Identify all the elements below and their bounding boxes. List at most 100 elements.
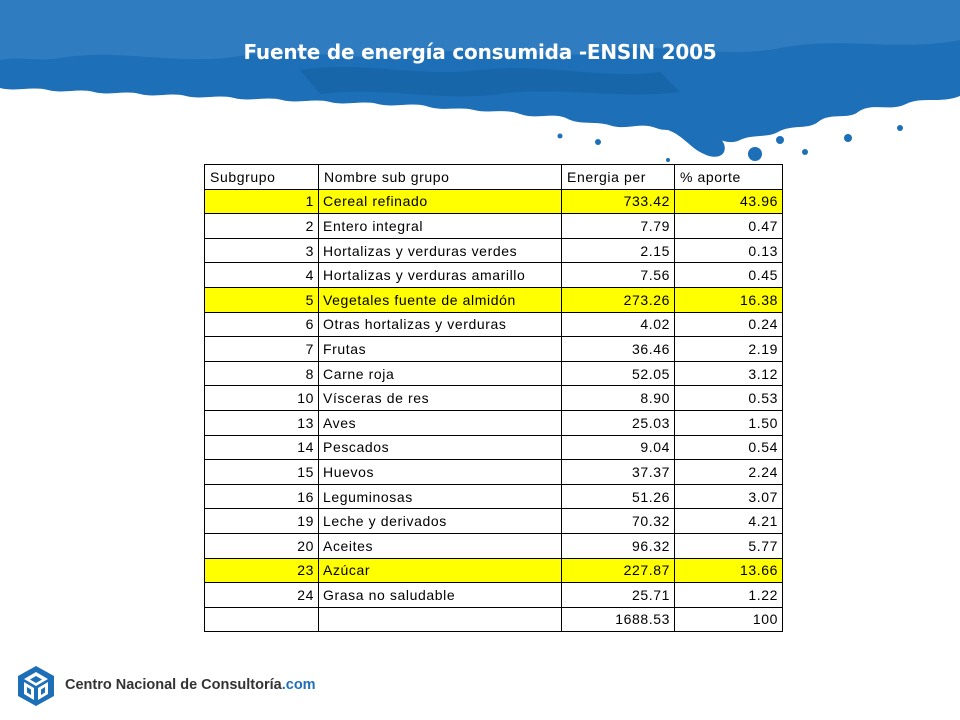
cell-aporte: 3.12 — [674, 360, 783, 387]
cell-aporte: 0.13 — [674, 237, 783, 264]
cell-energia: 36.46 — [561, 336, 675, 362]
cell-energia: 733.42 — [561, 188, 675, 215]
company-name: Centro Nacional de Consultoría — [65, 677, 282, 693]
cell-nombre: Otras hortalizas y verduras — [318, 311, 562, 338]
cell-energia: 9.04 — [561, 434, 675, 461]
cell-nombre: Hortalizas y verduras amarillo — [318, 262, 562, 288]
cell-aporte: 0.47 — [674, 213, 783, 239]
header-subgrupo: Subgrupo — [204, 164, 319, 190]
cell-nombre: Frutas — [318, 336, 562, 362]
table-row: 15 Huevos 37.37 2.24 — [204, 459, 783, 485]
cell-nombre: Leche y derivados — [318, 508, 562, 534]
cell-nombre: Pescados — [318, 434, 562, 461]
cell-subgrupo: 3 — [204, 237, 319, 264]
table-row: 3 Hortalizas y verduras verdes 2.15 0.13 — [204, 237, 783, 264]
cell-aporte: 13.66 — [674, 557, 783, 584]
cell-aporte: 16.38 — [674, 286, 783, 313]
cell-nombre: Aceites — [318, 532, 562, 559]
cell-energia: 25.03 — [561, 409, 675, 436]
cell-energia: 1688.53 — [561, 606, 675, 633]
cell-aporte: 4.21 — [674, 508, 783, 534]
cell-aporte: 2.24 — [674, 459, 783, 485]
cell-energia: 51.26 — [561, 483, 675, 510]
table-row: 7 Frutas 36.46 2.19 — [204, 336, 783, 362]
cell-aporte: 2.19 — [674, 336, 783, 362]
cell-aporte: 1.50 — [674, 409, 783, 436]
cnc-cube-logo-icon — [18, 666, 54, 706]
cell-subgrupo: 6 — [204, 311, 319, 338]
cell-nombre: Leguminosas — [318, 483, 562, 510]
cell-aporte: 100 — [674, 606, 783, 633]
cell-energia: 25.71 — [561, 582, 675, 608]
cell-subgrupo: 5 — [204, 286, 319, 313]
cell-aporte: 0.54 — [674, 434, 783, 461]
cell-aporte: 5.77 — [674, 532, 783, 559]
cell-energia: 4.02 — [561, 311, 675, 338]
table-row: 2 Entero integral 7.79 0.47 — [204, 213, 783, 239]
cell-subgrupo: 2 — [204, 213, 319, 239]
cell-nombre: Vísceras de res — [318, 385, 562, 411]
table-row: 13 Aves 25.03 1.50 — [204, 409, 783, 436]
energy-table: Subgrupo Nombre sub grupo Energia per % … — [204, 164, 783, 633]
table-row: 8 Carne roja 52.05 3.12 — [204, 360, 783, 387]
cell-aporte: 0.45 — [674, 262, 783, 288]
cell-subgrupo: 20 — [204, 532, 319, 559]
table-row: 16 Leguminosas 51.26 3.07 — [204, 483, 783, 510]
cell-subgrupo: 10 — [204, 385, 319, 411]
cell-subgrupo: 4 — [204, 262, 319, 288]
cell-subgrupo: 8 — [204, 360, 319, 387]
cell-energia: 2.15 — [561, 237, 675, 264]
cell-energia: 7.56 — [561, 262, 675, 288]
cell-nombre: Carne roja — [318, 360, 562, 387]
cell-aporte: 43.96 — [674, 188, 783, 215]
table-row: 24 Grasa no saludable 25.71 1.22 — [204, 582, 783, 608]
cell-aporte: 1.22 — [674, 582, 783, 608]
cell-subgrupo — [204, 606, 319, 633]
company-logo-text: Centro Nacional de Consultoría.com — [65, 677, 316, 693]
cell-energia: 37.37 — [561, 459, 675, 485]
cell-subgrupo: 23 — [204, 557, 319, 584]
table-row: 6 Otras hortalizas y verduras 4.02 0.24 — [204, 311, 783, 338]
cell-nombre: Aves — [318, 409, 562, 436]
cell-nombre: Hortalizas y verduras verdes — [318, 237, 562, 264]
cell-nombre: Cereal refinado — [318, 188, 562, 215]
cell-energia: 8.90 — [561, 385, 675, 411]
header-nombre-sub-grupo: Nombre sub grupo — [318, 164, 562, 190]
table-row: 23 Azúcar 227.87 13.66 — [204, 557, 783, 584]
cell-nombre: Entero integral — [318, 213, 562, 239]
cell-subgrupo: 15 — [204, 459, 319, 485]
cell-subgrupo: 1 — [204, 188, 319, 215]
cell-energia: 52.05 — [561, 360, 675, 387]
cell-energia: 273.26 — [561, 286, 675, 313]
cell-subgrupo: 16 — [204, 483, 319, 510]
cell-energia: 96.32 — [561, 532, 675, 559]
cell-subgrupo: 7 — [204, 336, 319, 362]
header-energia-per: Energia per — [561, 164, 675, 190]
table-row: 19 Leche y derivados 70.32 4.21 — [204, 508, 783, 534]
cell-subgrupo: 14 — [204, 434, 319, 461]
cell-nombre: Vegetales fuente de almidón — [318, 286, 562, 313]
cell-nombre: Grasa no saludable — [318, 582, 562, 608]
table-row: 4 Hortalizas y verduras amarillo 7.56 0.45 — [204, 262, 783, 288]
paint-splash-banner — [0, 0, 960, 162]
cell-nombre — [318, 606, 562, 633]
table-body: 1 Cereal refinado 733.42 43.96 2 Entero integ… — [204, 188, 783, 633]
cell-aporte: 0.24 — [674, 311, 783, 338]
cell-nombre: Azúcar — [318, 557, 562, 584]
table-row: 14 Pescados 9.04 0.54 — [204, 434, 783, 461]
cell-subgrupo: 19 — [204, 508, 319, 534]
page-title: Fuente de energía consumida -ENSIN 2005 — [243, 40, 717, 64]
cell-aporte: 3.07 — [674, 483, 783, 510]
company-domain: .com — [281, 677, 316, 693]
cell-subgrupo: 13 — [204, 409, 319, 436]
table-row: 20 Aceites 96.32 5.77 — [204, 532, 783, 559]
cell-subgrupo: 24 — [204, 582, 319, 608]
cell-energia: 227.87 — [561, 557, 675, 584]
cell-energia: 70.32 — [561, 508, 675, 534]
table-header-row: Subgrupo Nombre sub grupo Energia per % … — [204, 164, 783, 190]
table-row: 1 Cereal refinado 733.42 43.96 — [204, 188, 783, 215]
table-row: 5 Vegetales fuente de almidón 273.26 16.38 — [204, 286, 783, 313]
table-row: 1688.53 100 — [204, 606, 783, 633]
table-row: 10 Vísceras de res 8.90 0.53 — [204, 385, 783, 411]
cell-nombre: Huevos — [318, 459, 562, 485]
